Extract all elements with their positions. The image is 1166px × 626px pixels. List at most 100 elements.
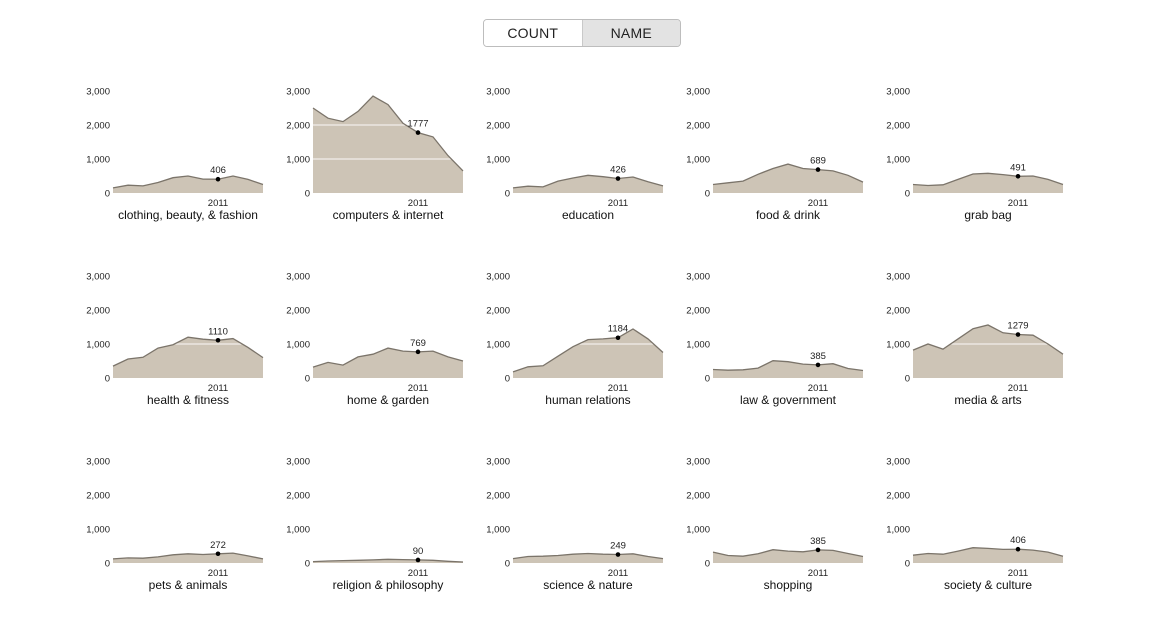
y-tick-label: 1,000 (886, 525, 910, 536)
y-tick-label: 1,000 (486, 525, 510, 536)
value-label: 1184 (608, 324, 628, 335)
y-tick-label: 2,000 (886, 491, 910, 502)
x-tick-label: 2011 (408, 383, 428, 394)
series-area (313, 96, 463, 193)
series-line (712, 360, 864, 372)
series-area (713, 360, 863, 378)
y-tick-label: 0 (705, 374, 710, 385)
y-tick-label: 2,000 (486, 121, 510, 132)
value-label: 385 (810, 536, 826, 547)
x-tick-label: 2011 (408, 568, 428, 579)
y-tick-label: 0 (305, 189, 310, 200)
chart-title: home & garden (347, 393, 429, 407)
series-line (512, 174, 664, 189)
y-tick-label: 1,000 (686, 155, 710, 166)
y-tick-label: 2,000 (486, 491, 510, 502)
y-tick-label: 0 (105, 559, 110, 570)
series-line (912, 547, 1064, 557)
y-tick-label: 0 (905, 189, 910, 200)
value-label: 769 (410, 338, 426, 349)
x-tick-label: 2011 (1008, 568, 1028, 579)
y-tick-label: 2,000 (886, 306, 910, 317)
y-tick-label: 1,000 (86, 525, 110, 536)
y-tick-label: 2,000 (86, 121, 110, 132)
y-tick-label: 0 (305, 374, 310, 385)
series-line (712, 163, 864, 186)
value-label: 426 (610, 165, 626, 176)
y-tick-label: 0 (705, 559, 710, 570)
x-tick-label: 2011 (808, 383, 828, 394)
y-tick-label: 2,000 (886, 121, 910, 132)
y-tick-label: 2,000 (686, 306, 710, 317)
x-tick-label: 2011 (608, 198, 628, 209)
highlight-point (615, 552, 621, 557)
y-tick-label: 3,000 (86, 457, 110, 468)
value-label: 272 (210, 540, 226, 551)
series-area (713, 164, 863, 193)
y-tick-label: 2,000 (286, 491, 310, 502)
y-tick-label: 0 (505, 189, 510, 200)
chart-title: shopping (764, 578, 813, 592)
count-toggle-button[interactable]: COUNT (484, 20, 583, 46)
y-tick-label: 0 (105, 189, 110, 200)
y-tick-label: 2,000 (286, 306, 310, 317)
value-label: 406 (210, 165, 226, 176)
name-toggle-button[interactable]: NAME (582, 20, 680, 46)
highlight-point (1015, 546, 1021, 552)
highlight-point (415, 557, 421, 563)
highlight-point (815, 362, 821, 368)
y-tick-label: 3,000 (286, 272, 310, 283)
chart-title: society & culture (944, 578, 1032, 592)
highlight-point (215, 176, 221, 182)
value-label: 1279 (1007, 321, 1028, 332)
series-area (913, 173, 1063, 193)
series-line (112, 336, 264, 367)
y-tick-label: 0 (905, 374, 910, 385)
x-tick-label: 2011 (808, 568, 828, 579)
series-area (113, 553, 263, 563)
x-tick-label: 2011 (1008, 383, 1028, 394)
x-tick-label: 2011 (808, 198, 828, 209)
y-tick-label: 2,000 (86, 491, 110, 502)
y-tick-label: 3,000 (86, 272, 110, 283)
value-label: 90 (413, 546, 424, 557)
y-tick-label: 3,000 (686, 272, 710, 283)
y-tick-label: 1,000 (686, 340, 710, 351)
y-tick-label: 3,000 (286, 457, 310, 468)
y-tick-label: 0 (105, 374, 110, 385)
y-tick-label: 1,000 (286, 340, 310, 351)
value-label: 491 (1010, 162, 1026, 173)
y-tick-label: 3,000 (486, 87, 510, 98)
y-tick-label: 1,000 (686, 525, 710, 536)
view-toggle: COUNT NAME (483, 19, 681, 47)
value-label: 249 (610, 541, 626, 552)
y-tick-label: 3,000 (686, 87, 710, 98)
y-tick-label: 2,000 (486, 306, 510, 317)
y-tick-label: 3,000 (486, 457, 510, 468)
y-tick-label: 2,000 (286, 121, 310, 132)
y-tick-label: 1,000 (86, 155, 110, 166)
highlight-point (415, 349, 421, 355)
series-line (312, 558, 464, 563)
highlight-point (215, 551, 221, 557)
highlight-point (1015, 174, 1021, 179)
y-tick-label: 0 (505, 559, 510, 570)
highlight-point (615, 176, 621, 181)
series-line (312, 347, 464, 368)
chart-title: religion & philosophy (333, 578, 444, 592)
chart-title: clothing, beauty, & fashion (118, 208, 258, 222)
y-tick-label: 1,000 (886, 155, 910, 166)
y-tick-label: 0 (505, 374, 510, 385)
x-tick-label: 2011 (1008, 198, 1028, 209)
y-tick-label: 2,000 (686, 121, 710, 132)
value-label: 385 (810, 351, 826, 362)
series-line (912, 172, 1064, 187)
highlight-point (615, 335, 621, 341)
chart-title: education (562, 208, 614, 222)
value-label: 406 (1010, 535, 1026, 546)
highlight-point (215, 337, 221, 343)
y-tick-label: 2,000 (686, 491, 710, 502)
series-area (513, 175, 663, 193)
chart-title: health & fitness (147, 393, 229, 407)
